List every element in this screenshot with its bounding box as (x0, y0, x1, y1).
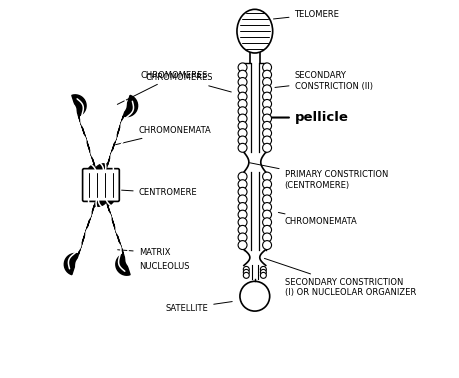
Text: CHROMONEMATA: CHROMONEMATA (115, 126, 211, 145)
Text: CHROMOMERES: CHROMOMERES (117, 71, 208, 104)
Circle shape (262, 225, 271, 234)
Circle shape (238, 92, 246, 101)
Circle shape (243, 266, 249, 273)
Circle shape (262, 136, 271, 145)
Polygon shape (93, 95, 137, 185)
Circle shape (262, 107, 271, 116)
Circle shape (238, 107, 246, 116)
Circle shape (262, 77, 271, 87)
Circle shape (260, 270, 266, 275)
Polygon shape (72, 95, 101, 186)
Circle shape (262, 241, 271, 249)
Circle shape (260, 273, 266, 278)
Circle shape (262, 143, 271, 152)
Circle shape (238, 233, 246, 242)
Circle shape (262, 92, 271, 101)
Circle shape (262, 233, 271, 242)
Circle shape (262, 70, 271, 79)
Circle shape (238, 218, 246, 227)
Ellipse shape (236, 9, 272, 53)
Text: CENTROMERE: CENTROMERE (121, 189, 197, 197)
Text: NUCLEOLUS: NUCLEOLUS (138, 262, 189, 271)
Circle shape (243, 273, 249, 278)
Circle shape (238, 225, 246, 234)
Circle shape (238, 63, 246, 72)
Circle shape (238, 195, 246, 204)
Circle shape (238, 121, 246, 130)
Text: SATELLITE: SATELLITE (165, 302, 232, 313)
Circle shape (243, 270, 249, 275)
Circle shape (262, 210, 271, 219)
Text: TELOMERE: TELOMERE (273, 10, 339, 19)
Circle shape (238, 99, 246, 108)
Circle shape (262, 218, 271, 227)
Polygon shape (101, 184, 130, 275)
FancyBboxPatch shape (83, 169, 119, 201)
Circle shape (238, 172, 246, 181)
Text: MATRIX: MATRIX (118, 248, 170, 257)
Text: SECONDARY
CONSTRICTION (II): SECONDARY CONSTRICTION (II) (274, 71, 372, 90)
Circle shape (262, 203, 271, 212)
Circle shape (262, 187, 271, 196)
Circle shape (238, 143, 246, 152)
Circle shape (238, 210, 246, 219)
Circle shape (262, 129, 271, 138)
Circle shape (262, 85, 271, 94)
Circle shape (238, 77, 246, 87)
Circle shape (262, 114, 271, 123)
Text: SECONDARY CONSTRICTION
(I) OR NUCLEOLAR ORGANIZER: SECONDARY CONSTRICTION (I) OR NUCLEOLAR … (264, 259, 415, 297)
Circle shape (238, 203, 246, 212)
Circle shape (238, 129, 246, 138)
Text: CHROMONEMATA: CHROMONEMATA (278, 212, 357, 226)
Circle shape (262, 121, 271, 130)
Circle shape (262, 63, 271, 72)
Circle shape (240, 281, 269, 311)
Circle shape (260, 266, 266, 273)
Text: pellicle: pellicle (265, 111, 347, 124)
Circle shape (262, 99, 271, 108)
Circle shape (262, 180, 271, 189)
Text: PRIMARY CONSTRICTION
(CENTROMERE): PRIMARY CONSTRICTION (CENTROMERE) (249, 163, 387, 190)
Circle shape (262, 172, 271, 181)
Polygon shape (64, 185, 108, 275)
Circle shape (238, 187, 246, 196)
Circle shape (238, 180, 246, 189)
Circle shape (238, 70, 246, 79)
Circle shape (238, 85, 246, 94)
Circle shape (262, 195, 271, 204)
Circle shape (238, 241, 246, 249)
Text: CHROMOMERES: CHROMOMERES (146, 73, 231, 92)
Circle shape (238, 136, 246, 145)
Circle shape (238, 114, 246, 123)
